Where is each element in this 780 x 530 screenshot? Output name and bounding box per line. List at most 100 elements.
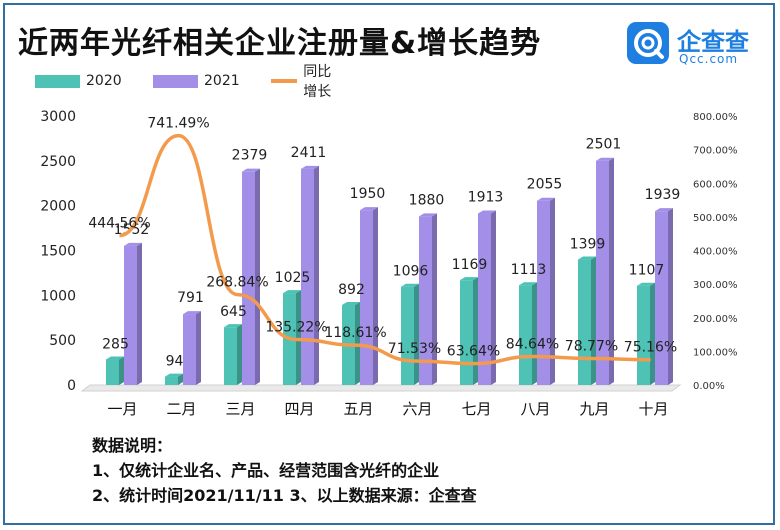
bar-2020-top: [106, 356, 124, 360]
legend-item-growth: 同比增长: [271, 64, 336, 100]
y2-tick-label: 300.00%: [693, 280, 738, 291]
bar-2021-top: [419, 213, 437, 217]
legend-label-growth: 同比增长: [303, 64, 332, 100]
data-label-2021: 2411: [291, 145, 327, 161]
data-label-2020: 94: [166, 354, 184, 370]
bar-2021-top: [301, 165, 319, 169]
x-tick-label: 六月: [402, 400, 432, 418]
bar-2020: [637, 285, 650, 385]
bar-2021-side: [255, 168, 260, 385]
qcc-logo: 企查查 Qcc.com: [627, 22, 777, 68]
x-tick-label: 九月: [579, 400, 609, 418]
growth-label: 78.77%: [565, 339, 618, 355]
growth-label: 268.84%: [206, 275, 268, 291]
bar-2020-side: [650, 282, 655, 385]
bar-2020-top: [637, 282, 655, 286]
data-label-2020: 1113: [511, 262, 547, 278]
bar-2020-side: [237, 324, 242, 385]
legend-swatch-2020: [35, 74, 80, 88]
bar-2020: [106, 359, 119, 385]
growth-label: 71.53%: [388, 341, 441, 357]
bar-2021-top: [360, 207, 378, 211]
y2-tick-label: 400.00%: [693, 247, 738, 258]
bar-2021: [537, 200, 550, 385]
growth-label: 63.64%: [447, 344, 500, 360]
bar-2021-side: [314, 165, 319, 385]
notes-line-1: 1、仅统计企业名、产品、经营范围含光纤的企业: [92, 461, 440, 480]
bar-2020-side: [178, 373, 183, 385]
y-tick-label: 3000: [40, 109, 76, 125]
x-tick-label: 八月: [520, 400, 550, 418]
data-label-2020: 645: [220, 304, 247, 320]
bar-2021-top: [183, 311, 201, 315]
bar-2021: [301, 168, 314, 385]
bar-2021-top: [242, 168, 260, 172]
data-label-2021: 2379: [232, 148, 268, 164]
data-label-2020: 1399: [570, 237, 606, 253]
data-label-2020: 1107: [629, 263, 665, 279]
bar-2020-side: [414, 283, 419, 385]
notes-line-2: 2、统计时间2021/11/11 3、以上数据来源：企查查: [92, 486, 477, 505]
bar-2020-side: [473, 277, 478, 385]
x-tick-label: 一月: [107, 400, 137, 418]
x-tick-label: 三月: [225, 400, 255, 418]
bar-2020: [460, 280, 473, 385]
x-tick-label: 二月: [166, 400, 196, 418]
growth-label: 135.22%: [265, 320, 327, 336]
growth-line: [119, 133, 651, 366]
y-tick-label: 500: [49, 333, 76, 349]
bar-2021-side: [609, 157, 614, 385]
bar-2020: [224, 327, 237, 385]
bar-2021-side: [196, 311, 201, 385]
data-label-2020: 1096: [393, 264, 429, 280]
y2-tick-label: 600.00%: [693, 179, 738, 190]
bar-2020: [519, 285, 532, 385]
bar-2020-top: [283, 290, 301, 294]
y2-tick-label: 800.00%: [693, 112, 738, 123]
data-label-2021: 791: [177, 290, 204, 306]
data-label-2020: 285: [102, 336, 129, 352]
growth-label: 75.16%: [624, 340, 677, 356]
bar-2021: [478, 213, 491, 385]
bar-2021-top: [655, 208, 673, 212]
bar-2020: [578, 259, 591, 385]
bar-2021-side: [491, 210, 496, 385]
data-label-2020: 1169: [452, 257, 488, 273]
bar-2021: [655, 211, 668, 385]
bar-2021: [419, 216, 432, 385]
bar-2021: [242, 171, 255, 385]
y2-tick-label: 200.00%: [693, 314, 738, 325]
bar-2020-top: [165, 373, 183, 377]
bar-2021-top: [478, 210, 496, 214]
bar-2021: [596, 160, 609, 385]
y-tick-label: 2000: [40, 199, 76, 215]
bar-2020-top: [224, 324, 242, 328]
chart-floor: [80, 384, 682, 392]
y2-tick-label: 500.00%: [693, 213, 738, 224]
chart-title: 近两年光纤相关企业注册量&增长趋势: [18, 26, 542, 61]
bar-2021-side: [373, 207, 378, 385]
y2-tick-label: 700.00%: [693, 146, 738, 157]
bar-2020-side: [591, 256, 596, 385]
notes-heading: 数据说明：: [92, 436, 173, 455]
data-label-2021: 1939: [645, 187, 681, 203]
bar-2021-side: [668, 208, 673, 385]
legend-item-2020: 2020: [35, 70, 122, 92]
data-label-2020: 892: [338, 282, 365, 298]
legend-label-2020: 2020: [86, 73, 122, 89]
legend-swatch-2021: [153, 74, 198, 88]
legend-item-2021: 2021: [153, 70, 240, 92]
data-label-2021: 1913: [468, 189, 504, 205]
growth-label: 118.61%: [324, 325, 386, 341]
bar-2021: [360, 210, 373, 385]
growth-label: 741.49%: [147, 116, 209, 132]
bar-2021: [124, 245, 137, 385]
bar-2020-top: [460, 277, 478, 281]
bar-2021-side: [550, 197, 555, 385]
bar-2020: [165, 376, 178, 385]
bar-2020: [401, 286, 414, 385]
y-tick-label: 1000: [40, 288, 76, 304]
x-tick-label: 四月: [284, 400, 314, 418]
legend-swatch-growth: [271, 79, 298, 83]
